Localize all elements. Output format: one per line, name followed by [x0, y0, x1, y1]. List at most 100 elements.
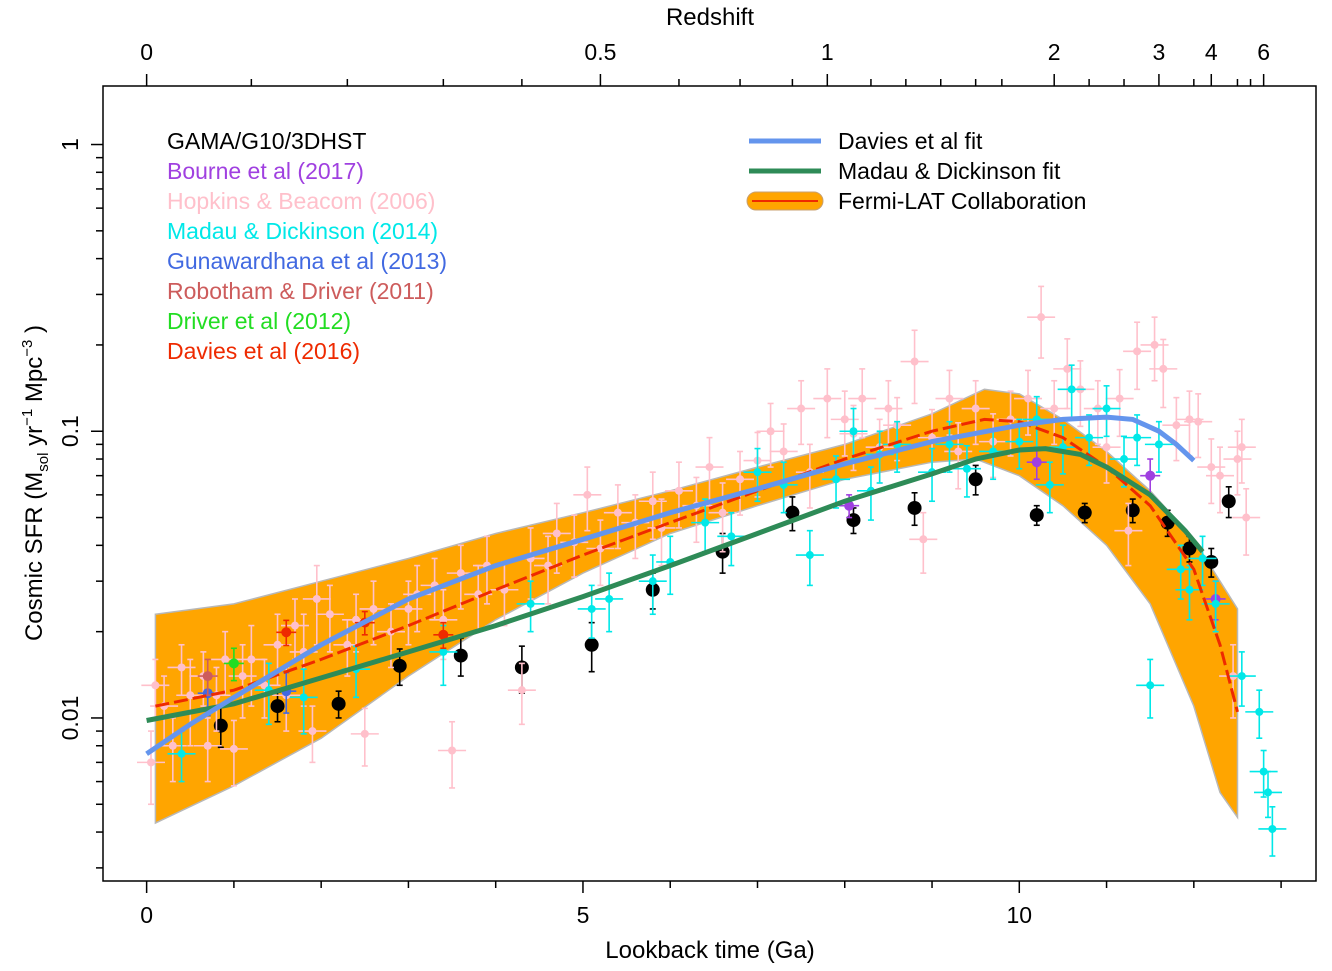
data-point — [517, 686, 526, 695]
data-point — [779, 447, 788, 456]
data-point — [907, 500, 922, 515]
data-point — [526, 599, 535, 608]
data-point — [1124, 526, 1133, 535]
legend-item-right: Madau & Dickinson fit — [749, 158, 1061, 184]
y-axis-label-part-5: −3 — [19, 340, 36, 357]
legend-item-left: Driver et al (2012) — [167, 308, 351, 334]
data-point — [1037, 313, 1046, 322]
data-point — [1259, 767, 1268, 776]
legend-item-left: Davies et al (2016) — [167, 338, 360, 364]
data-point — [453, 648, 468, 663]
plot-area — [136, 285, 1287, 857]
data-point — [1133, 347, 1142, 356]
data-point — [1050, 404, 1059, 413]
fermi-line — [155, 417, 1239, 713]
data-point — [840, 415, 849, 424]
x-axis-label: Lookback time (Ga) — [605, 937, 814, 964]
data-point — [849, 427, 858, 436]
data-point — [352, 615, 361, 624]
data-point — [270, 699, 285, 714]
data-point — [369, 604, 378, 613]
data-point — [247, 655, 256, 664]
data-point — [954, 447, 963, 456]
data-point — [1015, 437, 1024, 446]
data-point — [1125, 503, 1140, 518]
y-axis-label-part-1: sol — [35, 453, 52, 472]
y-axis-label: Cosmic SFR (Msol yr−1 Mpc−3 ) — [19, 325, 52, 641]
legend-item-left: Robotham & Driver (2011) — [167, 278, 434, 304]
plot-frame — [102, 85, 1317, 882]
legend-item-left: Hopkins & Beacom (2006) — [167, 188, 435, 214]
data-point — [727, 532, 736, 541]
data-point — [281, 627, 292, 638]
data-point — [213, 718, 228, 733]
data-point — [1185, 585, 1194, 594]
data-point — [439, 615, 448, 624]
data-point — [360, 729, 369, 738]
data-point — [858, 394, 867, 403]
data-point — [1237, 672, 1246, 681]
data-point — [203, 741, 212, 750]
data-point — [1102, 404, 1111, 413]
y-axis-label-part-0: Cosmic SFR (M — [21, 472, 48, 641]
madau-fit-line — [146, 446, 1205, 723]
data-point — [404, 604, 413, 613]
data-point — [1133, 433, 1142, 442]
legend: GAMA/G10/3DHST Bourne et al (2017) Hopkins… — [167, 128, 1086, 364]
data-point — [1207, 463, 1216, 472]
data-point — [1194, 417, 1203, 426]
redshift-tick-label: 0.5 — [584, 39, 616, 65]
data-point — [325, 610, 334, 619]
y-axis-label-part-2: yr — [21, 426, 48, 453]
data-point — [1255, 707, 1264, 716]
data-point — [229, 744, 238, 753]
legend-item-right: Fermi-LAT Collaboration — [746, 188, 1086, 214]
data-point — [1120, 455, 1129, 464]
data-point — [228, 658, 239, 669]
data-point — [805, 551, 814, 560]
data-point — [552, 529, 561, 538]
axes: 0 5 10 0 0.5 1 2 3 4 6 0.01 0.1 1 — [57, 39, 1282, 928]
data-point — [1085, 433, 1094, 442]
legend-label: Davies et al fit — [838, 128, 983, 154]
data-point — [718, 508, 727, 517]
data-point — [1150, 340, 1159, 349]
data-point — [177, 663, 186, 672]
data-point — [1211, 599, 1220, 608]
legend-label: Madau & Dickinson fit — [838, 158, 1061, 184]
data-point — [945, 440, 954, 449]
data-point — [392, 658, 407, 673]
data-point — [1063, 364, 1072, 373]
data-point — [846, 513, 861, 528]
data-point — [587, 604, 596, 613]
y-axis-label-part-6: ) — [21, 325, 48, 340]
data-point — [331, 696, 346, 711]
davies-fit-line — [145, 414, 1196, 756]
data-point — [312, 594, 321, 603]
data-point — [177, 749, 186, 758]
data-point — [1176, 565, 1185, 574]
data-point — [308, 727, 317, 736]
data-point — [1237, 443, 1246, 452]
data-point — [962, 464, 971, 473]
y-tick-label: 0.1 — [57, 415, 83, 447]
data-point — [1146, 681, 1155, 690]
x-tick-label: 10 — [1006, 902, 1032, 928]
legend-item-left: Madau & Dickinson (2014) — [167, 218, 438, 244]
data-point — [1145, 470, 1156, 481]
data-point — [971, 404, 980, 413]
data-point — [1031, 457, 1042, 468]
data-point — [823, 394, 832, 403]
data-point — [1182, 541, 1197, 556]
redshift-tick-label: 3 — [1153, 39, 1166, 65]
data-point — [238, 672, 247, 681]
data-point — [753, 468, 762, 477]
y-axis-label-part-4: Mpc — [21, 357, 48, 409]
data-point — [438, 629, 449, 640]
legend-item-left: Gunawardhana et al (2013) — [167, 248, 447, 274]
data-point — [343, 640, 352, 649]
data-point — [273, 640, 282, 649]
redshift-tick-label: 2 — [1048, 39, 1061, 65]
redshift-tick-label: 4 — [1205, 39, 1218, 65]
